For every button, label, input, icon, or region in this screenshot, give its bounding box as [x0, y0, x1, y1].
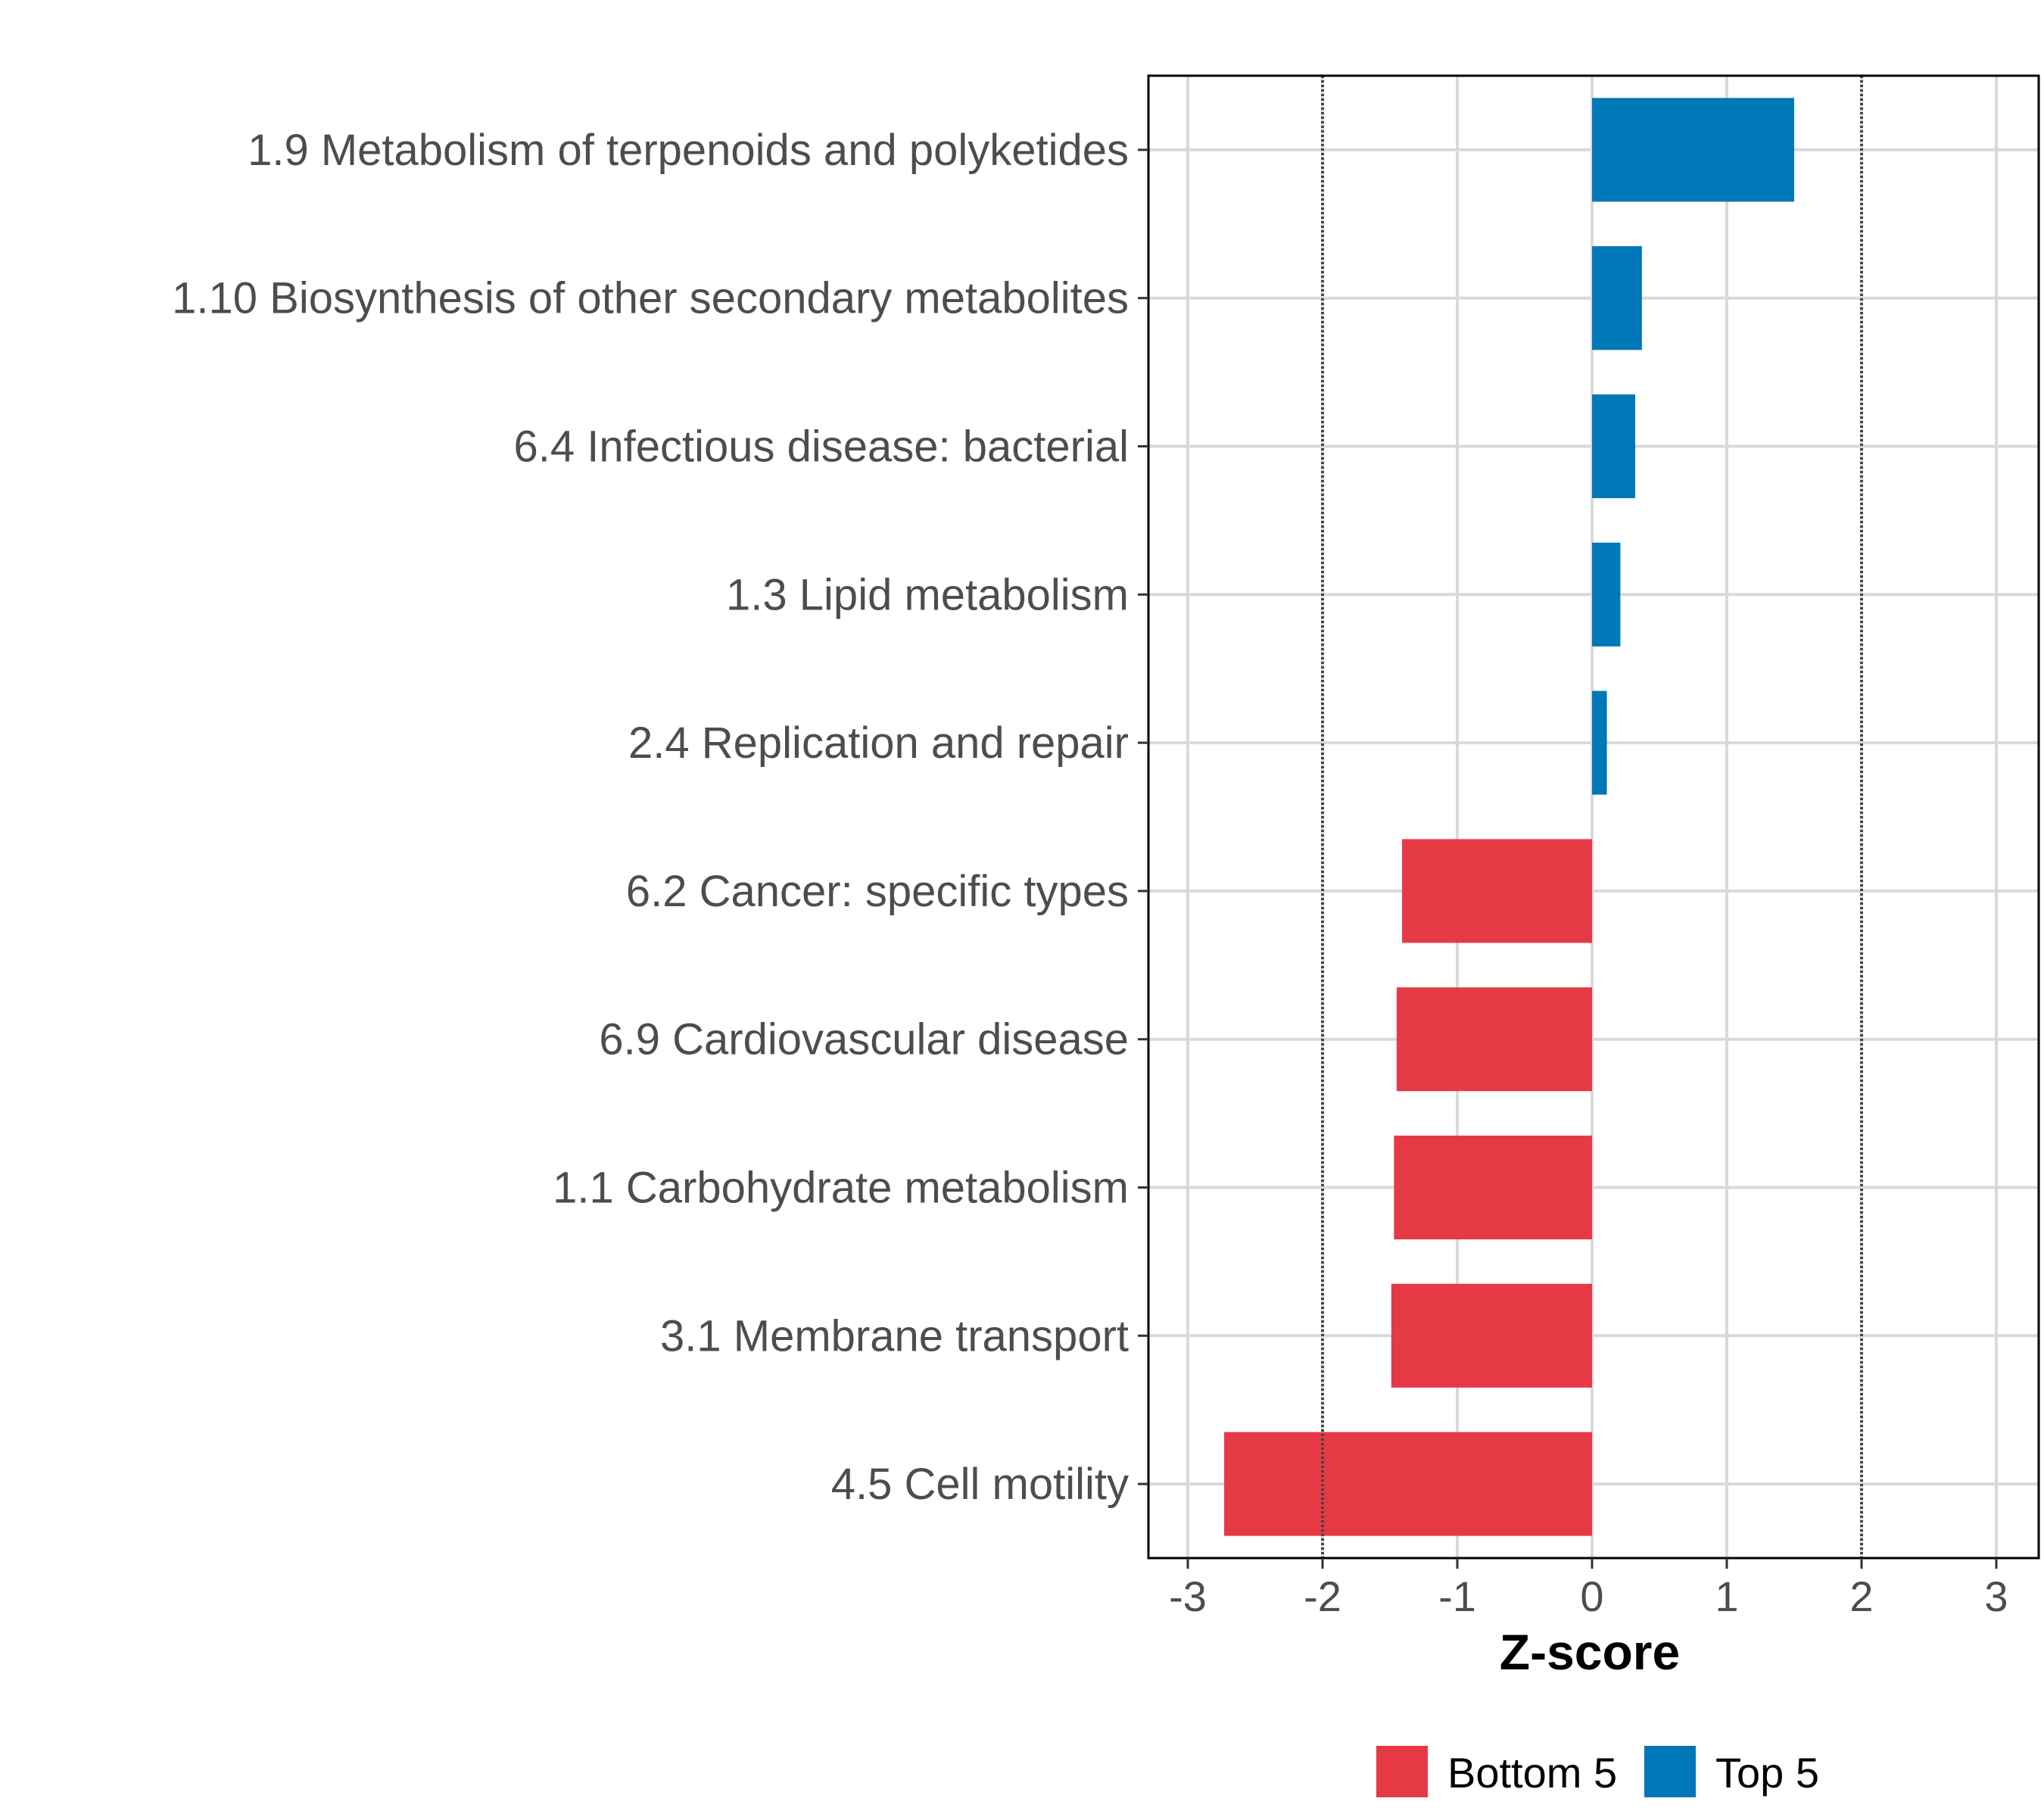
y-tick-label: 1.1 Carbohydrate metabolism: [553, 1164, 1129, 1213]
y-tick-label: 1.9 Metabolism of terpenoids and polyket…: [248, 126, 1129, 175]
bar: [1592, 246, 1642, 351]
x-tick-label: -3: [1169, 1572, 1207, 1620]
y-tick-label: 6.4 Infectious disease: bacterial: [514, 422, 1129, 472]
legend-swatch: [1376, 1746, 1428, 1797]
y-tick-label: 6.9 Cardiovascular disease: [599, 1015, 1129, 1064]
bars: [1224, 98, 1794, 1536]
x-tick-label: -1: [1438, 1572, 1476, 1620]
legend-label: Top 5: [1715, 1749, 1819, 1797]
bar: [1402, 839, 1592, 943]
bar: [1592, 394, 1635, 499]
y-tick-label: 6.2 Cancer: specific types: [626, 867, 1129, 916]
bar: [1394, 1135, 1592, 1240]
legend: Bottom 5 Top 5: [1376, 1746, 1819, 1797]
x-tick-label: 0: [1580, 1572, 1603, 1620]
y-tick-label: 4.5 Cell motility: [831, 1460, 1129, 1509]
bar: [1224, 1432, 1592, 1536]
x-tick-label: 1: [1715, 1572, 1738, 1620]
bar: [1396, 987, 1592, 1092]
bar: [1592, 690, 1607, 795]
legend-label: Bottom 5: [1447, 1749, 1617, 1797]
x-tick-label: 3: [1984, 1572, 2008, 1620]
bar: [1592, 542, 1621, 647]
y-tick-label: 3.1 Membrane transport: [660, 1311, 1129, 1360]
y-axis: 1.9 Metabolism of terpenoids and polyket…: [172, 126, 1148, 1509]
x-axis: -3 -2 -1 0 1 2 3: [1169, 1558, 2008, 1620]
bar: [1391, 1283, 1592, 1388]
x-axis-title: Z-score: [1500, 1624, 1680, 1680]
y-tick-label: 1.10 Biosynthesis of other secondary met…: [172, 274, 1129, 323]
x-tick-label: -2: [1304, 1572, 1341, 1620]
y-tick-label: 1.3 Lipid metabolism: [726, 570, 1129, 619]
plot-panel-border: [1147, 74, 2040, 1560]
x-tick-label: 2: [1849, 1572, 1873, 1620]
bar: [1592, 98, 1794, 202]
reference-lines: [1321, 76, 1863, 1558]
legend-swatch: [1644, 1746, 1696, 1797]
y-tick-label: 2.4 Replication and repair: [628, 718, 1129, 768]
